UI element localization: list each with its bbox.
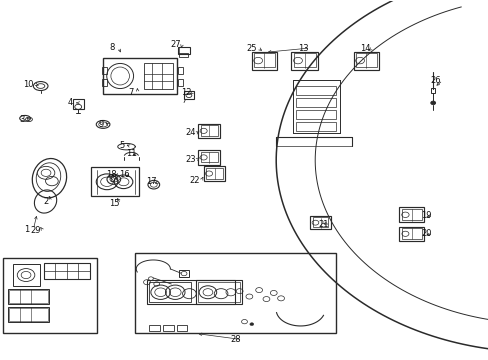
Bar (177, 47, 189, 54)
Bar (296, 110, 335, 119)
Bar (102, 79, 107, 86)
Bar (355, 53, 376, 67)
Text: 2: 2 (43, 197, 49, 206)
Bar (296, 98, 335, 107)
Bar (296, 122, 335, 131)
Bar (9, 308, 48, 320)
Bar (401, 209, 421, 220)
Text: 8: 8 (109, 43, 114, 52)
Bar (398, 207, 424, 222)
Text: 27: 27 (170, 40, 180, 49)
Text: 15: 15 (109, 199, 119, 208)
Bar (144, 63, 173, 89)
Text: 16: 16 (119, 170, 129, 179)
Bar (293, 53, 315, 67)
Text: 12: 12 (181, 87, 191, 96)
Bar (163, 325, 173, 331)
Bar (401, 228, 421, 239)
Text: 22: 22 (189, 176, 200, 185)
Bar (198, 282, 239, 302)
Bar (178, 270, 189, 277)
Text: 13: 13 (297, 44, 308, 53)
Bar (8, 307, 49, 321)
Bar (200, 125, 217, 136)
Bar (135, 253, 335, 333)
Text: 6: 6 (109, 175, 114, 184)
Bar (200, 152, 217, 162)
Bar (102, 67, 107, 74)
Bar (291, 51, 318, 69)
Text: 3: 3 (19, 114, 24, 123)
Text: 11: 11 (126, 149, 136, 158)
Text: 23: 23 (184, 155, 195, 164)
Bar (179, 53, 187, 57)
Bar (103, 58, 177, 94)
Text: 29: 29 (30, 226, 41, 235)
Bar (147, 280, 234, 304)
Bar (43, 263, 90, 279)
Text: 28: 28 (229, 335, 240, 344)
Text: 20: 20 (420, 229, 431, 238)
Text: 1: 1 (24, 225, 29, 234)
Bar (398, 226, 424, 241)
Bar (203, 166, 225, 181)
Text: 9: 9 (98, 120, 103, 129)
Bar (430, 88, 434, 93)
Text: 10: 10 (23, 80, 34, 89)
Bar (195, 280, 242, 304)
Bar (8, 289, 49, 304)
Bar (198, 124, 220, 138)
Bar (9, 290, 48, 303)
Bar (353, 51, 378, 69)
Text: 18: 18 (106, 170, 117, 179)
Circle shape (430, 101, 435, 105)
Bar (310, 216, 330, 229)
Bar (13, 264, 40, 286)
Text: 19: 19 (420, 211, 431, 220)
Text: 21: 21 (318, 220, 328, 229)
Text: 26: 26 (430, 76, 441, 85)
Bar (3, 258, 97, 333)
Bar (73, 99, 83, 109)
Bar (176, 325, 187, 331)
Bar (178, 79, 183, 86)
Bar (149, 325, 160, 331)
Text: 4: 4 (67, 98, 72, 107)
Text: 7: 7 (128, 87, 133, 96)
Bar (251, 51, 277, 69)
Circle shape (249, 323, 253, 325)
Bar (149, 282, 190, 302)
Text: 14: 14 (360, 44, 370, 53)
Bar (178, 67, 183, 74)
Text: 17: 17 (146, 177, 157, 186)
Bar (296, 86, 335, 95)
Text: 24: 24 (185, 128, 195, 137)
Bar (183, 91, 193, 99)
Bar (91, 167, 139, 196)
Bar (254, 53, 274, 67)
Bar (198, 150, 220, 165)
Text: 25: 25 (245, 44, 256, 53)
Bar (312, 217, 328, 227)
Bar (205, 168, 223, 179)
Text: 5: 5 (119, 141, 124, 150)
